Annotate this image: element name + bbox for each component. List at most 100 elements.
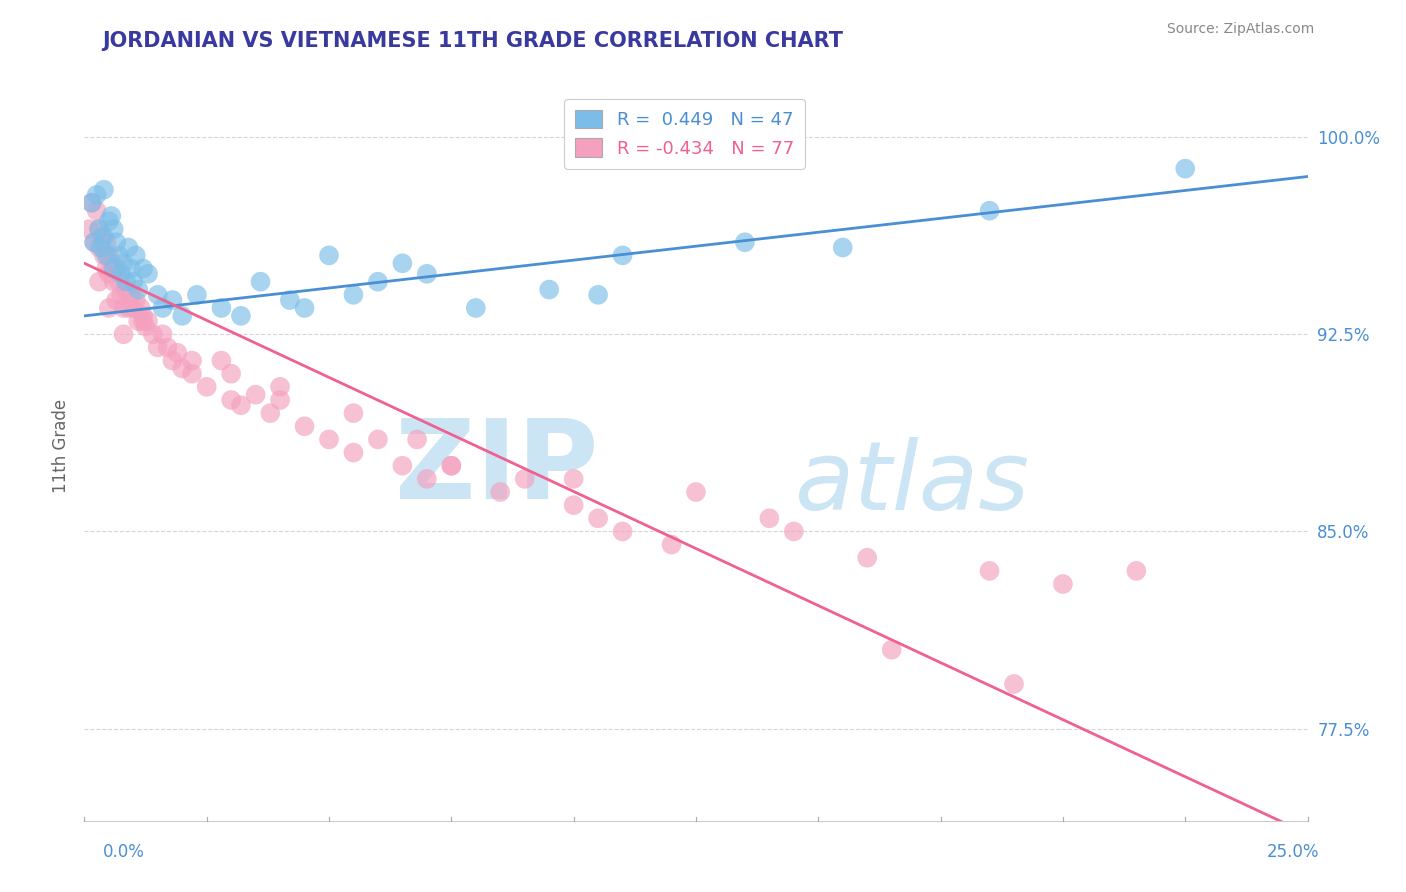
Point [96, 235, 118, 250]
Point [229, 398, 252, 412]
Point [166, 345, 188, 359]
Point [367, 433, 389, 447]
Point [93, 230, 115, 244]
Point [318, 433, 340, 447]
Point [1174, 161, 1197, 176]
Point [146, 340, 169, 354]
Point [80, 195, 103, 210]
Point [110, 267, 132, 281]
Point [758, 511, 780, 525]
Point [464, 301, 486, 315]
Point [97, 248, 120, 262]
Point [152, 327, 174, 342]
Point [209, 301, 232, 315]
Point [103, 275, 125, 289]
Text: atlas: atlas [794, 437, 1029, 530]
Point [122, 275, 145, 289]
Point [181, 367, 204, 381]
Point [132, 261, 155, 276]
Point [783, 524, 806, 539]
Point [734, 235, 756, 250]
Point [219, 367, 242, 381]
Point [294, 419, 316, 434]
Point [115, 275, 138, 289]
Text: ZIP: ZIP [395, 415, 598, 522]
Point [562, 472, 585, 486]
Point [87, 222, 110, 236]
Point [831, 240, 853, 254]
Point [103, 222, 125, 236]
Point [122, 301, 145, 315]
Point [87, 275, 110, 289]
Point [132, 314, 155, 328]
Point [219, 392, 242, 407]
Point [90, 240, 112, 254]
Point [77, 222, 100, 236]
Point [80, 195, 103, 210]
Point [125, 248, 148, 262]
Point [117, 301, 139, 315]
Point [112, 256, 135, 270]
Point [269, 380, 291, 394]
Point [538, 283, 561, 297]
Point [278, 293, 301, 307]
Point [979, 203, 1001, 218]
Point [186, 288, 208, 302]
Point [661, 538, 683, 552]
Point [856, 550, 879, 565]
Point [132, 309, 155, 323]
Point [117, 240, 139, 254]
Point [127, 314, 149, 328]
Point [416, 472, 439, 486]
Point [103, 261, 125, 276]
Point [105, 261, 128, 276]
Point [87, 222, 110, 236]
Point [105, 293, 128, 307]
Point [685, 485, 707, 500]
Point [181, 353, 204, 368]
Text: JORDANIAN VS VIETNAMESE 11TH GRADE CORRELATION CHART: JORDANIAN VS VIETNAMESE 11TH GRADE CORRE… [103, 31, 844, 51]
Point [129, 301, 152, 315]
Point [87, 240, 110, 254]
Point [416, 267, 439, 281]
Point [367, 275, 389, 289]
Point [195, 380, 218, 394]
Point [586, 288, 609, 302]
Point [97, 301, 120, 315]
Point [1052, 577, 1074, 591]
Point [136, 267, 159, 281]
Point [172, 309, 194, 323]
Point [342, 406, 364, 420]
Point [100, 256, 122, 270]
Text: 0.0%: 0.0% [103, 843, 145, 861]
Point [100, 209, 122, 223]
Point [93, 248, 115, 262]
Point [229, 309, 252, 323]
Point [249, 275, 271, 289]
Point [120, 261, 142, 276]
Point [612, 524, 634, 539]
Point [440, 458, 463, 473]
Point [245, 388, 267, 402]
Point [1002, 677, 1025, 691]
Point [979, 564, 1001, 578]
Point [294, 301, 316, 315]
Point [142, 327, 165, 342]
Point [97, 214, 120, 228]
Point [125, 293, 148, 307]
Point [391, 256, 413, 270]
Point [112, 301, 135, 315]
Point [172, 361, 194, 376]
Point [107, 248, 129, 262]
Point [880, 642, 903, 657]
Point [440, 458, 463, 473]
Point [105, 235, 128, 250]
Point [112, 327, 135, 342]
Point [156, 340, 179, 354]
Point [96, 261, 118, 276]
Point [391, 458, 413, 473]
Point [269, 392, 291, 407]
Point [586, 511, 609, 525]
Y-axis label: 11th Grade: 11th Grade [52, 399, 70, 493]
Point [562, 498, 585, 512]
